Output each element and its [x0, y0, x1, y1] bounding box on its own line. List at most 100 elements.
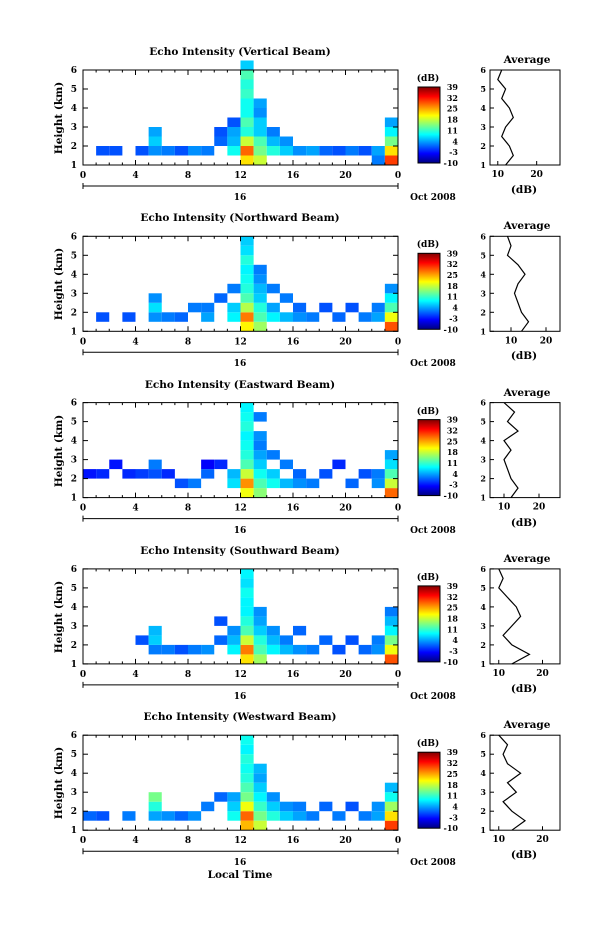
heatmap-cell [384, 136, 398, 146]
average-y-tick-label: 4 [480, 103, 486, 113]
heatmap-cell [240, 782, 254, 793]
heatmap-cell [240, 568, 254, 579]
heatmap-cell [214, 616, 228, 626]
heatmap-cell [227, 127, 241, 137]
x-tick-label: 0 [80, 836, 86, 846]
heatmap-cell [240, 255, 254, 265]
heatmap-cell [358, 644, 372, 655]
heatmap-cell [306, 811, 320, 821]
y-tick-label: 6 [71, 399, 77, 409]
heatmap-cell [358, 811, 372, 821]
y-tick-label: 5 [71, 418, 77, 428]
heatmap-cell [188, 478, 202, 489]
heatmap-cell [240, 155, 254, 165]
heatmap-cell [161, 469, 175, 479]
heatmap-cell [161, 146, 175, 156]
y-tick-label: 4 [71, 270, 77, 280]
colorbar-tick-label: -3 [449, 313, 458, 323]
y-tick-label: 6 [71, 66, 77, 76]
heatmap-cell [188, 302, 202, 313]
heatmap-cell [266, 146, 280, 156]
heatmap-cell [240, 127, 254, 137]
heatmap-cell [240, 274, 254, 284]
heatmap-cell [253, 155, 267, 165]
colorbar-tick-label: 4 [452, 801, 458, 811]
heatmap-cell [253, 127, 267, 137]
y-tick-label: 3 [71, 123, 77, 133]
heatmap-cell [240, 283, 254, 294]
heatmap-cell [240, 108, 254, 118]
heatmap-cell [240, 321, 254, 332]
heatmap-cell [83, 469, 97, 479]
heatmap-cell [188, 146, 202, 156]
heatmap-cell [384, 127, 398, 137]
heatmap-cell [253, 312, 267, 322]
heatmap-cell [240, 763, 254, 774]
colorbar-tick-label: 4 [452, 469, 458, 479]
heatmap-cell [253, 283, 267, 294]
heatmap-cell [83, 811, 97, 821]
heatmap-cell [148, 635, 162, 645]
heatmap-cell [358, 312, 372, 322]
heatmap-cell [384, 606, 398, 617]
colorbar-tick-label: 4 [452, 136, 458, 146]
y-tick-label: 4 [71, 603, 77, 613]
heatmap-cell [345, 478, 359, 489]
heatmap-cell [148, 801, 162, 812]
heatmap-cell [240, 488, 254, 498]
heatmap-cell [319, 302, 333, 313]
heatmap-cell [253, 146, 267, 156]
heatmap-cell [293, 801, 307, 812]
heatmap-cell [122, 811, 136, 821]
colorbar-tick-label: 18 [447, 281, 459, 291]
average-y-tick-label: 3 [480, 455, 486, 465]
heatmap-cell [174, 146, 188, 156]
y-tick-label: 3 [71, 788, 77, 798]
date-label: Oct 2008 [410, 526, 456, 536]
heatmap-cell [384, 792, 398, 802]
heatmap-cell [161, 312, 175, 322]
colorbar-tick-label: 32 [447, 425, 458, 435]
average-y-tick-label: 6 [480, 398, 486, 408]
heatmap-cell [384, 450, 398, 460]
heatmap-cell [266, 801, 280, 812]
heatmap-cell [227, 811, 241, 821]
average-profile-line [497, 69, 514, 166]
y-tick-label: 2 [71, 475, 77, 485]
heatmap-cell [279, 644, 293, 655]
heatmap-cell [384, 117, 398, 127]
colorbar-tick-label: 18 [447, 447, 459, 457]
heatmap-cell [227, 146, 241, 156]
heatmap-cell [188, 811, 202, 821]
x-tick-label: 0 [395, 171, 401, 181]
colorbar-tick-label: -10 [444, 823, 459, 833]
colorbar-tick-label: 32 [447, 592, 458, 602]
x-tick-label: 16 [287, 504, 300, 514]
colorbar-tick-label: -10 [444, 491, 459, 501]
colorbar-tick-label: 4 [452, 635, 458, 645]
average-xlabel: (dB) [511, 517, 537, 529]
day-label: 16 [234, 526, 247, 536]
heatmap-cell [253, 136, 267, 146]
colorbar-tick-label: 18 [447, 115, 459, 125]
heatmap-cell [240, 70, 254, 80]
x-tick-label: 0 [395, 504, 401, 514]
colorbar-tick-label: -3 [449, 646, 458, 656]
heatmap-cell [240, 412, 254, 422]
heatmap-cell [135, 146, 149, 156]
colorbar-tick-label: -10 [444, 158, 459, 168]
x-tick-label: 8 [185, 171, 191, 181]
colorbar-tick-label: 32 [447, 259, 458, 269]
average-y-tick-label: 4 [480, 602, 486, 612]
x-tick-label: 8 [185, 670, 191, 680]
y-axis-label: Height (km) [53, 415, 65, 487]
heatmap-cell [253, 782, 267, 793]
day-label: 16 [234, 193, 247, 203]
heatmap-cell [227, 801, 241, 812]
heatmap-cell [266, 450, 280, 460]
heatmap-cell [240, 89, 254, 99]
average-y-tick-label: 1 [480, 825, 486, 835]
average-x-tick-label: 10 [492, 669, 505, 679]
panel-title-northward: Echo Intensity (Northward Beam) [140, 212, 339, 224]
heatmap-cell [266, 644, 280, 655]
